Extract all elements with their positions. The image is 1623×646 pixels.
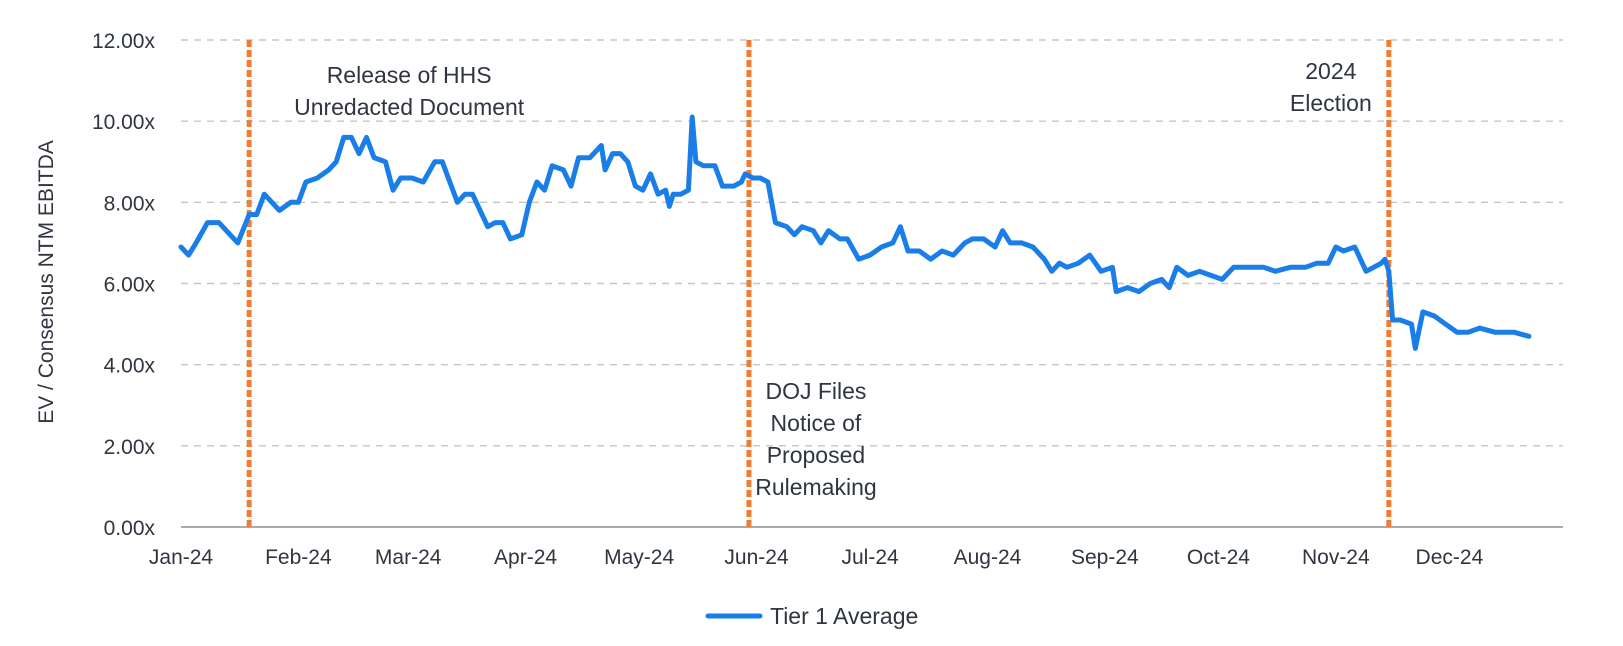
x-tick-label: Oct-24 (1187, 546, 1250, 569)
y-tick-label: 2.00x (104, 436, 156, 459)
x-tick-label: Nov-24 (1302, 546, 1370, 569)
y-tick-label: 8.00x (104, 192, 156, 215)
x-tick-label: May-24 (604, 546, 674, 569)
x-tick-label: Jul-24 (842, 546, 900, 569)
y-axis-label: EV / Consensus NTM EBITDA (35, 140, 58, 424)
x-tick-label: Dec-24 (1416, 546, 1484, 569)
legend-label: Tier 1 Average (770, 603, 918, 629)
series-lines (178, 114, 1532, 351)
event-annotation-line: Unredacted Document (294, 94, 525, 120)
event-markers: Release of HHS Unredacted Document DOJ Fil… (246, 40, 1392, 527)
series-line-tier-1-average (178, 114, 1532, 351)
x-tick-label: Mar-24 (375, 546, 442, 569)
event-annotation: DOJ Files Notice of Proposed Rulemaking (755, 378, 876, 500)
x-tick-labels: Jan-24 Feb-24 Mar-24 Apr-24 May-24 Jun-24 Jul-… (149, 546, 1484, 569)
x-tick-label: Jun-24 (724, 546, 789, 569)
y-tick-label: 0.00x (104, 517, 156, 540)
legend: Tier 1 Average (705, 603, 918, 629)
event-annotation-line: Rulemaking (755, 474, 876, 500)
event-annotation-line: Notice of (771, 410, 862, 436)
y-tick-label: 4.00x (104, 355, 156, 378)
y-tick-labels: 0.00x 2.00x 4.00x 6.00x 8.00x 10.00x 12.00x (92, 30, 156, 540)
event-annotation-line: Proposed (767, 442, 865, 468)
x-tick-label: Sep-24 (1071, 546, 1139, 569)
event-annotation: Release of HHS Unredacted Document (294, 62, 525, 120)
grid-lines (181, 39, 1563, 528)
x-tick-label: Apr-24 (494, 546, 557, 569)
x-tick-label: Feb-24 (265, 546, 332, 569)
y-tick-label: 12.00x (92, 30, 156, 53)
x-tick-label: Aug-24 (954, 546, 1022, 569)
event-annotation: 2024 Election (1290, 58, 1372, 116)
event-annotation-line: DOJ Files (765, 378, 866, 404)
x-tick-label: Jan-24 (149, 546, 214, 569)
y-tick-label: 6.00x (104, 274, 156, 297)
event-annotation-line: Release of HHS (327, 62, 492, 88)
event-annotation-line: 2024 (1305, 58, 1356, 84)
y-tick-label: 10.00x (92, 111, 156, 134)
event-annotation-line: Election (1290, 90, 1372, 116)
